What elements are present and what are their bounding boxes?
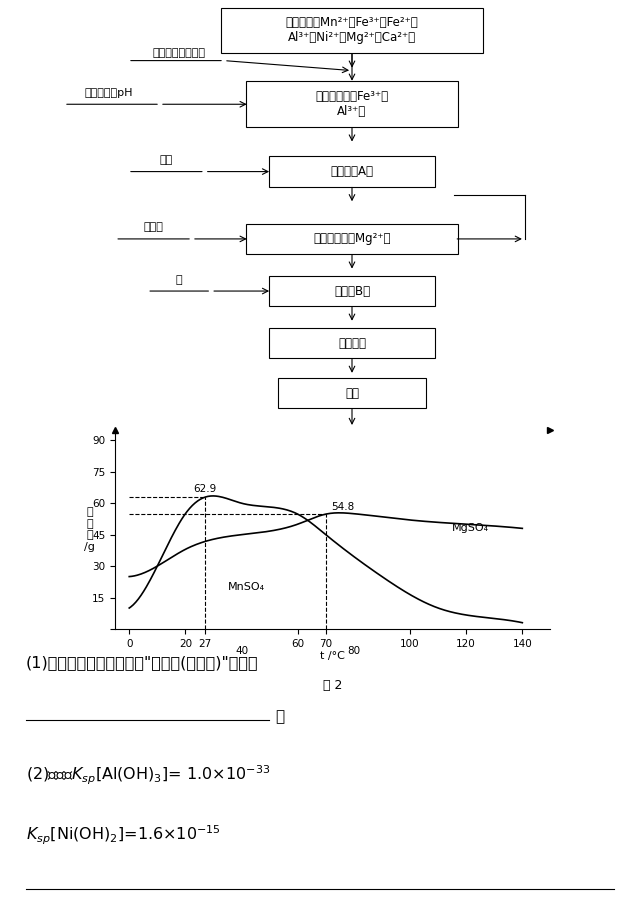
Text: 干燥: 干燥 (345, 386, 359, 400)
Text: 54.8: 54.8 (332, 501, 355, 511)
Text: MgSO₄: MgSO₄ (452, 523, 489, 533)
Text: $K_{sp}$[Ni(OH)$_2$]=1.6×10$^{-15}$: $K_{sp}$[Ni(OH)$_2$]=1.6×10$^{-15}$ (26, 824, 221, 847)
Y-axis label: 溶
解
度
/g: 溶 解 度 /g (84, 507, 95, 552)
Text: 置换（除A）: 置换（除A） (330, 165, 374, 178)
Text: 结晶分离（除Mg²⁺）: 结晶分离（除Mg²⁺） (313, 233, 391, 245)
Text: 氧化剂（软锰矿）: 氧化剂（软锰矿） (153, 48, 205, 58)
Text: (2)已知：$K_{sp}$[Al(OH)$_3$]= 1.0×10$^{-33}$: (2)已知：$K_{sp}$[Al(OH)$_3$]= 1.0×10$^{-33… (26, 764, 270, 787)
FancyBboxPatch shape (246, 224, 458, 254)
FancyBboxPatch shape (269, 276, 435, 306)
FancyBboxPatch shape (278, 378, 426, 408)
Text: 稀硫酸: 稀硫酸 (143, 223, 164, 233)
Text: 浸出液（含Mn²⁺、Fe³⁺、Fe²⁺、
Al³⁺、Ni²⁺、Mg²⁺、Ca²⁺）: 浸出液（含Mn²⁺、Fe³⁺、Fe²⁺、 Al³⁺、Ni²⁺、Mg²⁺、Ca²⁺… (285, 16, 419, 44)
Text: MnSO₄: MnSO₄ (227, 582, 264, 592)
Text: 水: 水 (176, 274, 182, 284)
Text: 40: 40 (235, 646, 248, 656)
Text: 沉降（B）: 沉降（B） (334, 284, 370, 298)
Text: 锰粉: 锰粉 (160, 155, 173, 165)
Text: 80: 80 (348, 646, 360, 656)
FancyBboxPatch shape (259, 436, 445, 472)
X-axis label: t /°C: t /°C (321, 652, 345, 662)
Text: 图 1: 图 1 (330, 488, 349, 501)
Text: 62.9: 62.9 (193, 484, 217, 494)
Text: 硫酸锰固体: 硫酸锰固体 (333, 447, 371, 461)
Text: 蒸发结晶: 蒸发结晶 (338, 337, 366, 349)
FancyBboxPatch shape (269, 328, 435, 358)
FancyBboxPatch shape (246, 81, 458, 127)
Text: 。: 。 (275, 709, 284, 724)
Text: 中和剂调节pH: 中和剂调节pH (84, 88, 133, 98)
Text: (1)用离子方程式表示加入"氧化剂(软锰矿)"作用：: (1)用离子方程式表示加入"氧化剂(软锰矿)"作用： (26, 655, 258, 671)
FancyBboxPatch shape (221, 7, 483, 53)
Text: 水解沉降（除Fe³⁺、
Al³⁺）: 水解沉降（除Fe³⁺、 Al³⁺） (316, 90, 388, 119)
FancyBboxPatch shape (269, 157, 435, 186)
Text: 图 2: 图 2 (323, 679, 342, 691)
